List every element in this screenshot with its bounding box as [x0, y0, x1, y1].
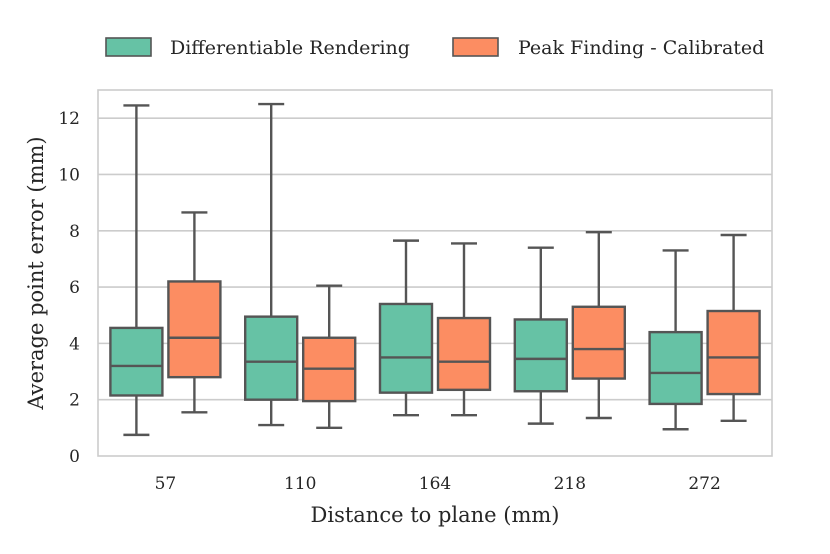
- box-iqr: [167, 280, 222, 379]
- box-differentiable: [243, 102, 299, 427]
- box-iqr: [706, 309, 761, 396]
- x-tick-label: 110: [284, 474, 316, 494]
- y-tick-label: 0: [69, 447, 80, 467]
- y-tick-label: 8: [69, 222, 80, 242]
- x-tick-label: 272: [688, 474, 720, 494]
- x-axis-label: Distance to plane (mm): [311, 503, 560, 527]
- box-peak-finding: [302, 284, 357, 430]
- legend-label: Peak Finding - Calibrated: [518, 37, 764, 59]
- x-tick-label: 164: [419, 474, 451, 494]
- box-iqr: [513, 318, 568, 393]
- legend: Differentiable Rendering Peak Finding - C…: [105, 37, 764, 59]
- box-peak-finding: [436, 242, 492, 417]
- box-peak-finding: [706, 233, 761, 423]
- legend-label: Differentiable Rendering: [170, 37, 410, 59]
- y-tick-labels: 0 2 4 6 8 10 12: [58, 109, 80, 467]
- legend-swatch: [105, 37, 152, 57]
- box-peak-finding: [167, 211, 222, 414]
- box-differentiable: [378, 239, 434, 417]
- x-tick-label: 57: [155, 474, 177, 494]
- x-tick-label: 218: [554, 474, 586, 494]
- y-tick-label: 4: [69, 334, 80, 354]
- y-axis-label: Average point error (mm): [24, 136, 48, 410]
- box-iqr: [571, 305, 626, 380]
- box-differentiable: [648, 249, 703, 431]
- box-iqr: [648, 330, 703, 406]
- box-iqr: [243, 315, 299, 401]
- box-differentiable: [109, 104, 164, 437]
- box-iqr: [109, 326, 164, 397]
- box-iqr: [436, 316, 492, 392]
- x-tick-labels: 57 110 164 218 272: [155, 474, 721, 494]
- box-differentiable: [513, 246, 568, 425]
- boxes: [109, 102, 761, 437]
- y-tick-label: 12: [58, 109, 80, 129]
- y-tick-label: 6: [69, 278, 80, 298]
- box-peak-finding: [571, 230, 626, 420]
- y-tick-label: 2: [69, 391, 80, 411]
- box-iqr: [378, 302, 434, 394]
- y-tick-label: 10: [58, 165, 80, 185]
- legend-swatch: [452, 37, 499, 57]
- plot-frame: [97, 89, 773, 457]
